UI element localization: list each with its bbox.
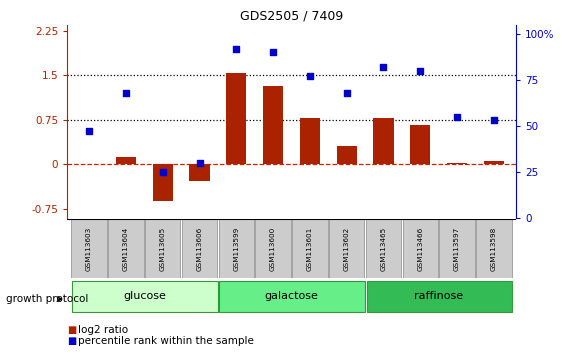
Bar <box>447 163 467 164</box>
Point <box>452 114 462 120</box>
Point <box>158 169 167 175</box>
Bar <box>292 219 328 278</box>
Text: GSM113602: GSM113602 <box>344 227 350 271</box>
Point <box>305 73 315 79</box>
Text: GSM113601: GSM113601 <box>307 227 313 271</box>
Bar <box>373 118 394 164</box>
Text: GSM113598: GSM113598 <box>491 227 497 271</box>
Bar <box>219 219 254 278</box>
Text: log2 ratio: log2 ratio <box>78 325 128 335</box>
Title: GDS2505 / 7409: GDS2505 / 7409 <box>240 9 343 22</box>
Text: GSM113603: GSM113603 <box>86 227 92 271</box>
Point <box>195 160 204 165</box>
Bar <box>410 125 430 164</box>
Point <box>231 46 241 51</box>
Point <box>416 68 425 74</box>
Text: ■: ■ <box>67 325 76 335</box>
Bar <box>366 219 401 278</box>
Bar <box>336 146 357 164</box>
Text: percentile rank within the sample: percentile rank within the sample <box>78 336 254 346</box>
Text: GSM113597: GSM113597 <box>454 227 460 271</box>
Bar <box>440 219 475 278</box>
Bar <box>72 219 107 278</box>
Bar <box>145 219 180 278</box>
Point <box>342 90 352 96</box>
Text: GSM113466: GSM113466 <box>417 227 423 271</box>
Bar <box>367 281 512 312</box>
Bar <box>116 156 136 164</box>
Text: growth protocol: growth protocol <box>6 294 88 304</box>
Text: glucose: glucose <box>123 291 166 302</box>
Bar <box>484 161 504 164</box>
Text: GSM113606: GSM113606 <box>196 227 202 271</box>
Text: galactose: galactose <box>265 291 318 302</box>
Point <box>268 50 278 55</box>
Text: GSM113600: GSM113600 <box>270 227 276 271</box>
Bar <box>329 219 364 278</box>
Bar <box>189 164 210 181</box>
Text: GSM113465: GSM113465 <box>381 227 387 271</box>
Text: ■: ■ <box>67 336 76 346</box>
Bar <box>153 164 173 201</box>
Bar <box>403 219 438 278</box>
Text: GSM113605: GSM113605 <box>160 227 166 271</box>
Bar <box>226 73 247 164</box>
Point <box>85 129 94 134</box>
Bar <box>300 118 320 164</box>
Bar <box>219 281 365 312</box>
Bar <box>476 219 511 278</box>
Bar <box>263 86 283 164</box>
Text: raffinose: raffinose <box>414 291 463 302</box>
Point <box>121 90 131 96</box>
Bar <box>182 219 217 278</box>
Text: GSM113604: GSM113604 <box>123 227 129 271</box>
Point <box>379 64 388 70</box>
Text: GSM113599: GSM113599 <box>233 227 239 271</box>
Bar <box>255 219 291 278</box>
Point <box>489 118 498 123</box>
Bar <box>108 219 143 278</box>
Bar <box>72 281 218 312</box>
